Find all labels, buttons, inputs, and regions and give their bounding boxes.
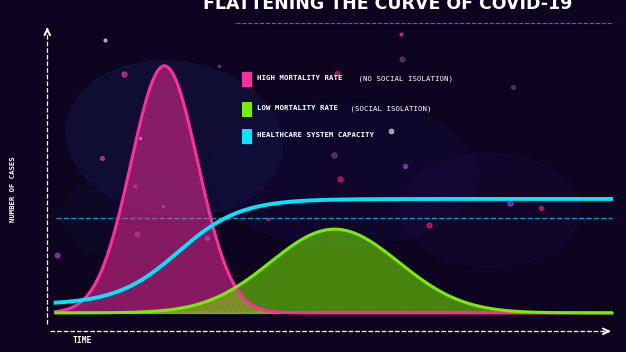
Point <box>163 202 173 208</box>
Point <box>332 155 342 161</box>
Point <box>206 231 216 237</box>
Point <box>137 228 147 234</box>
Text: HIGH MORTALITY RATE: HIGH MORTALITY RATE <box>257 75 343 82</box>
Point <box>218 73 228 79</box>
Text: NUMBER OF CASES: NUMBER OF CASES <box>11 156 16 222</box>
Point <box>124 81 134 86</box>
Point <box>338 177 348 183</box>
Point <box>335 80 345 86</box>
Point <box>402 165 412 171</box>
Ellipse shape <box>399 153 580 267</box>
Ellipse shape <box>63 175 206 264</box>
Ellipse shape <box>66 61 282 216</box>
FancyBboxPatch shape <box>242 72 252 87</box>
Point <box>140 140 150 146</box>
Text: LOW MORTALITY RATE: LOW MORTALITY RATE <box>257 105 339 112</box>
Point <box>57 247 67 253</box>
Point <box>426 220 436 225</box>
Text: (NO SOCIAL ISOLATION): (NO SOCIAL ISOLATION) <box>354 75 453 82</box>
Point <box>135 184 145 189</box>
Text: (SOCIAL ISOLATION): (SOCIAL ISOLATION) <box>346 105 432 112</box>
Point <box>267 214 277 220</box>
FancyBboxPatch shape <box>242 129 252 144</box>
Text: TIME: TIME <box>73 336 92 345</box>
Point <box>101 158 111 164</box>
Point <box>398 44 408 50</box>
Point <box>388 133 398 139</box>
Ellipse shape <box>208 102 478 246</box>
Text: FLATTENING THE CURVE OF COVID-19: FLATTENING THE CURVE OF COVID-19 <box>203 0 573 13</box>
FancyBboxPatch shape <box>242 102 252 117</box>
Text: HEALTHCARE SYSTEM CAPACITY: HEALTHCARE SYSTEM CAPACITY <box>257 132 374 138</box>
Point <box>509 93 519 99</box>
Point <box>399 67 409 73</box>
Point <box>506 200 516 205</box>
Point <box>536 204 546 210</box>
Point <box>105 49 115 55</box>
